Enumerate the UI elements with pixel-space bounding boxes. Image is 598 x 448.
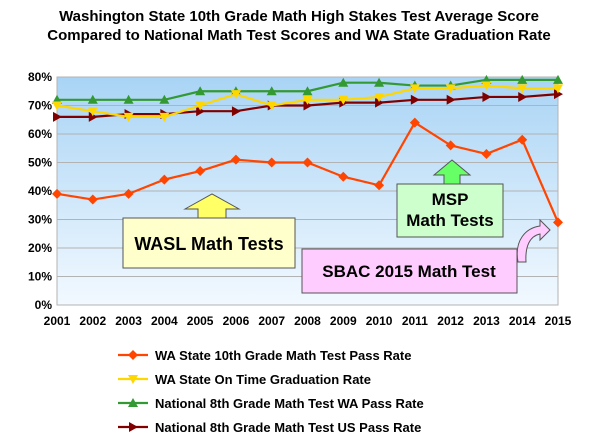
data-point [266,157,277,168]
data-point [445,140,456,151]
x-tick-label: 2005 [187,314,214,328]
data-point [409,117,420,128]
data-point [128,375,138,384]
data-point [87,194,98,205]
data-point [88,111,98,122]
data-point [518,91,528,102]
x-tick-label: 2012 [437,314,464,328]
data-point [159,174,170,185]
x-tick-label: 2011 [402,314,428,328]
data-point [517,134,528,145]
annotation-text-msp: Math Tests [406,211,494,230]
annotation-arrow [183,193,241,219]
data-point [338,77,349,87]
annotation-box-sbac [301,248,518,294]
data-point [302,157,313,168]
data-point [303,100,313,111]
data-point [87,107,98,117]
data-point [128,398,138,407]
data-point [129,422,138,432]
x-tick-label: 2008 [294,314,321,328]
data-point [87,94,98,104]
data-point [123,94,134,104]
data-point [302,95,313,105]
legend-label: WA State 10th Grade Math Test Pass Rate [155,348,411,363]
data-point [195,166,206,177]
data-point [52,188,62,199]
data-point [196,106,206,117]
data-point [123,112,134,122]
data-point [410,94,420,105]
data-point [482,91,492,102]
x-tick-label: 2004 [151,314,178,328]
data-point [517,74,528,84]
y-tick-label: 60% [28,127,52,141]
annotation-arrow [516,218,551,263]
data-point [553,84,563,94]
data-point [338,95,349,105]
y-tick-label: 10% [28,270,52,284]
data-point [481,81,492,91]
x-tick-label: 2006 [223,314,250,328]
annotation-box-msp [396,183,504,238]
data-point [374,92,385,102]
data-point [195,101,206,111]
data-point [446,94,456,105]
data-point [553,74,563,84]
chart-title-line-2: Compared to National Math Test Scores an… [47,27,551,44]
y-tick-label: 0% [35,298,53,312]
legend-label: National 8th Grade Math Test US Pass Rat… [155,420,421,435]
x-tick-label: 2010 [366,314,393,328]
data-point [445,84,456,94]
y-tick-label: 80% [28,70,52,84]
annotation-text-wasl: WASL Math Tests [134,234,283,254]
data-point [554,89,563,100]
data-point [553,217,563,228]
data-point [481,148,492,159]
x-tick-label: 2001 [44,314,71,328]
annotation-arrow [432,159,472,185]
data-point [374,77,385,87]
x-tick-label: 2015 [545,314,572,328]
data-point [195,86,206,96]
data-point [375,97,385,108]
x-tick-label: 2009 [330,314,357,328]
x-tick-label: 2002 [79,314,106,328]
data-point [159,94,170,104]
data-point [231,106,241,117]
data-point [266,86,277,96]
legend-label: WA State On Time Graduation Rate [155,372,371,387]
y-tick-label: 50% [28,156,52,170]
y-tick-label: 30% [28,213,52,227]
legend-label: National 8th Grade Math Test WA Pass Rat… [155,396,424,411]
x-tick-label: 2003 [115,314,142,328]
data-point [128,350,138,360]
y-tick-label: 20% [28,241,52,255]
x-tick-label: 2007 [258,314,285,328]
chart-title-line-1: Washington State 10th Grade Math High St… [59,8,539,25]
data-point [230,154,241,165]
annotation-text-sbac: SBAC 2015 Math Test [322,262,496,281]
data-point [123,188,134,199]
data-point [409,84,420,94]
data-point [517,84,528,94]
annotation-box-wasl [122,217,296,269]
data-point [53,111,62,122]
y-tick-label: 70% [28,99,52,113]
data-point [52,101,62,111]
annotation-text-msp: MSP [432,190,469,209]
data-point [374,180,385,191]
x-tick-label: 2014 [509,314,536,328]
data-point [230,90,241,100]
data-point [266,101,277,111]
y-tick-label: 40% [28,184,52,198]
data-point [302,86,313,96]
data-point [338,171,349,182]
data-point [159,112,170,122]
x-tick-label: 2013 [473,314,500,328]
